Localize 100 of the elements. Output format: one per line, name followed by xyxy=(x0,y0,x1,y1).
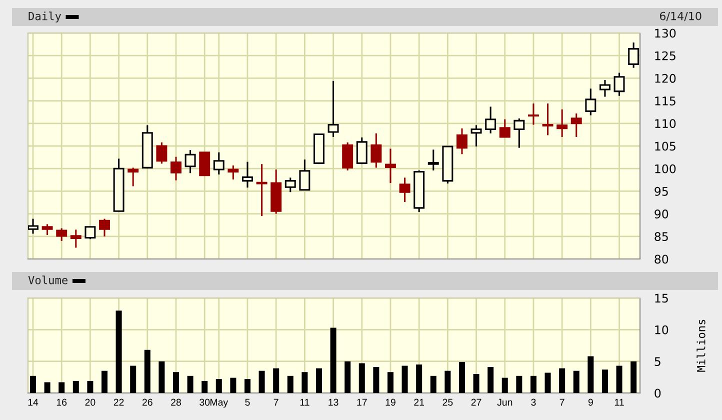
bar xyxy=(358,363,365,393)
candlestick xyxy=(499,118,510,138)
candlestick xyxy=(470,124,482,148)
bar xyxy=(430,376,436,393)
x-tick-label: Jun xyxy=(497,398,512,406)
bar xyxy=(187,376,194,393)
candlestick xyxy=(299,158,310,192)
y-tick-label: 105 xyxy=(655,142,676,151)
x-tick-label: 22 xyxy=(114,398,124,406)
bar xyxy=(172,372,179,393)
bar xyxy=(488,367,494,393)
bar xyxy=(444,370,451,393)
y-axis-title: Millions xyxy=(696,320,706,372)
bar xyxy=(302,372,308,393)
x-tick-label: 7 xyxy=(274,398,278,406)
bar xyxy=(158,361,165,393)
candlestick xyxy=(342,142,354,172)
y-tick-label: 15 xyxy=(655,294,668,303)
candlestick xyxy=(84,226,96,240)
bar xyxy=(502,378,508,393)
bar xyxy=(573,370,580,393)
bar xyxy=(344,361,351,393)
candlestick xyxy=(184,149,196,174)
candlestick xyxy=(99,218,110,238)
candlestick xyxy=(228,164,239,180)
x-tick-label: 11 xyxy=(300,398,310,406)
x-tick-label: 19 xyxy=(386,398,396,406)
y-tick-label: 10 xyxy=(655,325,668,334)
candlestick xyxy=(528,102,539,126)
y-tick-label: 130 xyxy=(655,28,676,38)
y-tick-label: 115 xyxy=(655,96,676,106)
y-tick-label: 85 xyxy=(654,232,668,242)
bar xyxy=(330,328,336,393)
candlestick xyxy=(56,228,68,242)
candlestick xyxy=(128,166,139,187)
candlestick xyxy=(242,161,253,188)
candlestick xyxy=(456,128,468,155)
bar xyxy=(630,361,637,393)
x-tick-label: 11 xyxy=(614,398,624,406)
candlestick xyxy=(570,112,582,138)
y-tick-label: 5 xyxy=(654,357,660,366)
x-tick-label: 21 xyxy=(414,398,424,406)
candlestick xyxy=(42,223,53,236)
candlestick xyxy=(514,118,525,149)
bar xyxy=(130,366,136,393)
bar xyxy=(87,380,94,393)
bar xyxy=(258,370,265,393)
bar xyxy=(72,380,79,393)
candlestick xyxy=(213,152,224,176)
bar xyxy=(116,310,122,393)
x-tick-label: 14 xyxy=(28,398,38,406)
x-tick-label: 16 xyxy=(56,398,67,406)
bar xyxy=(530,376,536,393)
x-tick-label: 7 xyxy=(560,398,564,406)
bar xyxy=(202,380,208,393)
x-tick-label: 3 xyxy=(531,398,536,406)
x-tick-label: 25 xyxy=(442,398,453,406)
bar xyxy=(402,366,408,393)
bar xyxy=(287,376,294,393)
text: 6/14/10 xyxy=(660,12,702,22)
candlestick xyxy=(170,156,182,182)
bar xyxy=(588,356,594,393)
x-tick-label: 20 xyxy=(85,398,96,406)
x-tick-label: 9 xyxy=(588,398,593,406)
y-tick-label: 125 xyxy=(655,51,676,60)
bar xyxy=(544,372,551,393)
bar xyxy=(616,366,622,393)
bar xyxy=(273,368,280,393)
candlestick xyxy=(485,106,496,134)
candlestick xyxy=(370,132,382,168)
candlestick xyxy=(156,142,168,164)
bar xyxy=(244,379,250,393)
candlestick xyxy=(585,88,596,116)
y-tick-label: 80 xyxy=(654,254,668,264)
candlestick xyxy=(556,108,568,138)
candlestick xyxy=(542,102,554,136)
chart-title: Daily xyxy=(28,12,62,22)
bar xyxy=(559,368,566,393)
candlestick xyxy=(256,163,268,217)
y-tick-label: 110 xyxy=(655,119,676,128)
y-tick-label: 100 xyxy=(655,164,676,174)
bar xyxy=(30,376,36,393)
y-tick-label: 0 xyxy=(654,388,661,398)
candlestick xyxy=(199,152,210,176)
candlestick xyxy=(614,72,625,97)
y-tick-label: 90 xyxy=(654,210,668,218)
candlestick xyxy=(428,148,439,172)
bar xyxy=(373,367,380,393)
y-tick-label: 95 xyxy=(654,186,668,196)
x-tick-label: 30 xyxy=(200,398,210,406)
x-tick-label: May xyxy=(210,398,228,408)
candlestick xyxy=(70,228,82,248)
bar xyxy=(473,374,480,393)
x-tick-label: 13 xyxy=(328,398,338,406)
candlestick xyxy=(599,79,610,98)
y-tick-label: 120 xyxy=(655,74,676,83)
x-tick-label: 17 xyxy=(357,398,367,406)
bar xyxy=(216,379,222,393)
candlestick xyxy=(284,176,296,193)
bar xyxy=(416,364,422,393)
